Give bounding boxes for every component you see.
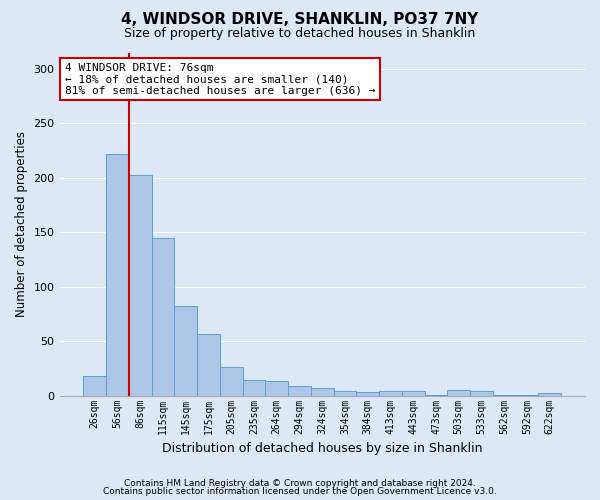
Bar <box>425 394 448 396</box>
Text: 4, WINDSOR DRIVE, SHANKLIN, PO37 7NY: 4, WINDSOR DRIVE, SHANKLIN, PO37 7NY <box>121 12 479 28</box>
Text: Size of property relative to detached houses in Shanklin: Size of property relative to detached ho… <box>124 28 476 40</box>
Bar <box>470 392 493 396</box>
Bar <box>152 238 175 396</box>
Bar <box>265 382 288 396</box>
Bar <box>448 390 470 396</box>
Bar <box>129 174 152 396</box>
Bar <box>334 392 356 396</box>
Bar <box>220 368 242 396</box>
Bar <box>242 380 265 396</box>
Bar <box>515 394 538 396</box>
Bar <box>379 392 402 396</box>
Bar <box>288 386 311 396</box>
Bar <box>197 334 220 396</box>
Y-axis label: Number of detached properties: Number of detached properties <box>15 131 28 317</box>
Bar <box>83 376 106 396</box>
Text: Contains HM Land Registry data © Crown copyright and database right 2024.: Contains HM Land Registry data © Crown c… <box>124 478 476 488</box>
Bar <box>106 154 129 396</box>
Bar <box>356 392 379 396</box>
Text: 4 WINDSOR DRIVE: 76sqm
← 18% of detached houses are smaller (140)
81% of semi-de: 4 WINDSOR DRIVE: 76sqm ← 18% of detached… <box>65 63 375 96</box>
Bar <box>175 306 197 396</box>
Bar <box>538 394 561 396</box>
Bar <box>311 388 334 396</box>
Text: Contains public sector information licensed under the Open Government Licence v3: Contains public sector information licen… <box>103 487 497 496</box>
Bar <box>402 392 425 396</box>
Bar <box>493 394 515 396</box>
X-axis label: Distribution of detached houses by size in Shanklin: Distribution of detached houses by size … <box>162 442 482 455</box>
